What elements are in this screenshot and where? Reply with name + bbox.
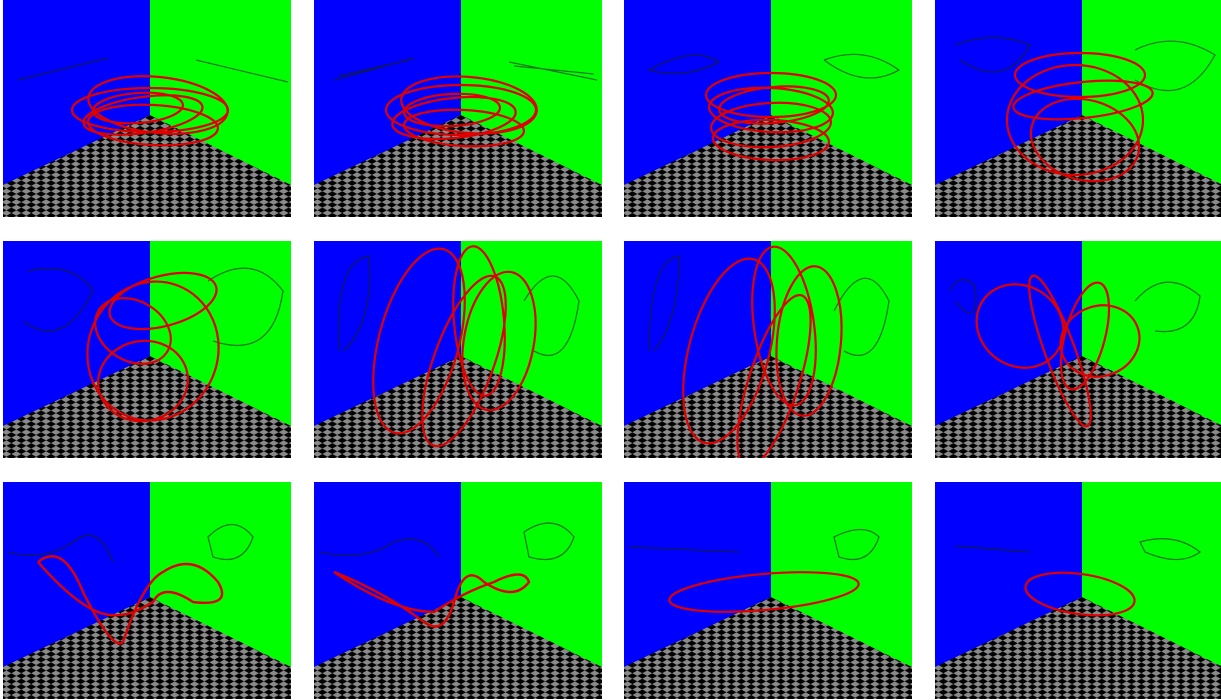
- panel: [314, 482, 602, 699]
- panel: [314, 0, 602, 217]
- panel: [3, 0, 291, 217]
- panel: [314, 239, 602, 458]
- panel: [3, 241, 291, 458]
- figure: [0, 0, 1221, 700]
- panel: [624, 241, 912, 474]
- panel: [3, 482, 291, 699]
- panel: [935, 482, 1221, 699]
- panel: [935, 0, 1221, 217]
- panel: [624, 482, 912, 699]
- panel: [624, 0, 912, 217]
- panel: [935, 241, 1221, 458]
